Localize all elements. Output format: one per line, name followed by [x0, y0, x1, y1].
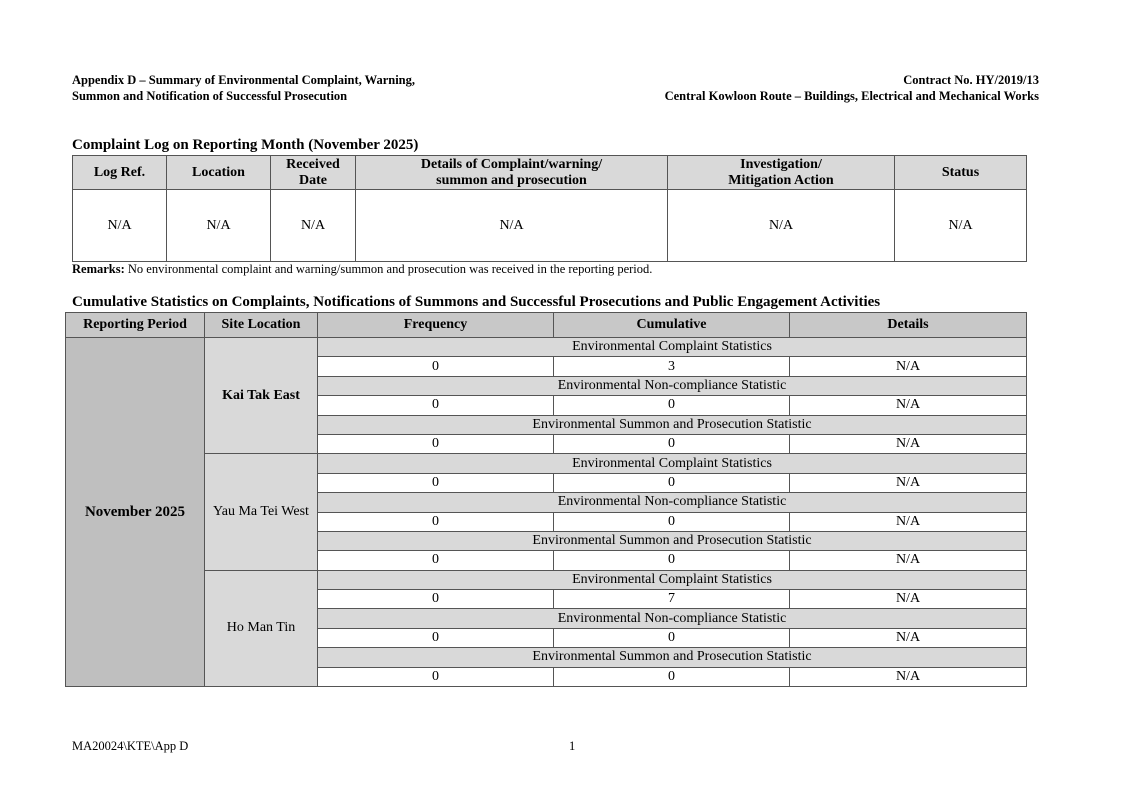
frequency-cell: 0	[317, 589, 554, 610]
cumulative-cell: 7	[553, 589, 790, 610]
cumulative-title: Cumulative Statistics on Complaints, Not…	[72, 294, 881, 310]
group-label-row: Environmental Summon and Prosecution Sta…	[66, 530, 1027, 552]
column-header: Log Ref.	[72, 155, 167, 190]
table-row: 0 0 N/A	[66, 511, 1027, 532]
group-label-row: Environmental Non-compliance Statistic	[66, 608, 1027, 629]
group-label-row: Environmental Summon and Prosecution Sta…	[66, 647, 1027, 668]
column-header: Details of Complaint/warning/summon and …	[355, 155, 668, 190]
column-header: Reporting Period	[65, 312, 205, 338]
statistic-label: Environmental Complaint Statistics	[317, 336, 1027, 358]
cumulative-cell: 0	[553, 627, 790, 649]
column-header-label: Log Ref.	[93, 164, 146, 180]
column-header-label: summon and prosecution	[436, 172, 587, 188]
column-header: Investigation/Mitigation Action	[667, 155, 895, 190]
header-left-line1: Appendix D – Summary of Environmental Co…	[72, 73, 415, 87]
cumulative-cell: 0	[553, 511, 790, 532]
table-cell: N/A	[166, 189, 271, 262]
table-row: 0 0 N/A	[66, 627, 1027, 649]
column-header-label: Investigation/	[740, 156, 822, 172]
cumulative-cell: 0	[553, 433, 790, 455]
column-header: Status	[894, 155, 1027, 190]
details-cell: N/A	[789, 356, 1027, 377]
details-cell: N/A	[789, 589, 1027, 610]
header-left-line2: Summon and Notification of Successful Pr…	[72, 89, 348, 103]
details-cell: N/A	[789, 627, 1027, 649]
table-row: 0 3 N/A	[66, 356, 1027, 377]
column-header: Details	[789, 312, 1027, 338]
site-location-cell: Kai Tak East	[204, 336, 318, 455]
details-cell: N/A	[789, 511, 1027, 532]
complaint-log-title: Complaint Log on Reporting Month (Novemb…	[72, 137, 419, 153]
frequency-cell: 0	[317, 666, 554, 688]
frequency-cell: 0	[317, 511, 554, 532]
table-row: 0 0 N/A	[66, 666, 1027, 688]
column-header: Site Location	[204, 312, 318, 338]
footer-ref: MA20024\KTE\App D	[72, 739, 189, 753]
table-cell: N/A	[667, 189, 895, 262]
statistic-label: Environmental Complaint Statistics	[317, 453, 1027, 474]
frequency-cell: 0	[317, 433, 554, 455]
statistic-label: Environmental Complaint Statistics	[317, 569, 1027, 591]
cumulative-cell: 3	[553, 356, 790, 377]
statistic-label: Environmental Non-compliance Statistic	[317, 608, 1027, 629]
frequency-cell: 0	[317, 356, 554, 377]
column-header-label: Mitigation Action	[728, 172, 834, 188]
column-header-label: Details of Complaint/warning/	[420, 156, 603, 172]
details-cell: N/A	[789, 666, 1027, 688]
statistic-label: Environmental Summon and Prosecution Sta…	[317, 647, 1027, 668]
remarks-text: No environmental complaint and warning/s…	[124, 262, 653, 276]
header-left: Appendix D – Summary of Environmental Co…	[72, 72, 415, 104]
reporting-period-cell: November 2025	[65, 336, 205, 688]
statistic-label: Environmental Non-compliance Statistic	[317, 492, 1027, 513]
cumulative-statistics-table: Reporting Period Site Location Frequency Cu…	[65, 312, 1027, 688]
table-row: 0 7 N/A	[66, 589, 1027, 610]
frequency-cell: 0	[317, 395, 554, 416]
frequency-cell: 0	[317, 627, 554, 649]
remarks-label: Remarks:	[72, 262, 125, 276]
statistic-label: Environmental Summon and Prosecution Sta…	[317, 414, 1027, 435]
column-header-label: Received	[286, 156, 340, 172]
group-label-row: Yau Ma Tei West Environmental Complaint S…	[66, 453, 1027, 571]
details-cell: N/A	[789, 472, 1027, 494]
statistic-label: Environmental Non-compliance Statistic	[317, 375, 1027, 397]
site-location-cell: Yau Ma Tei West	[204, 453, 318, 571]
column-header-label: Location	[192, 164, 245, 180]
group-label-row: November 2025 Kai Tak East Environmental C…	[65, 336, 1027, 688]
cumulative-cell: 0	[553, 550, 790, 571]
column-header: Received Date	[270, 155, 356, 190]
group-label-row: Environmental Summon and Prosecution Sta…	[66, 414, 1027, 435]
table-cell: N/A	[270, 189, 356, 262]
cumulative-cell: 0	[553, 472, 790, 494]
complaint-log-table: Log Ref. Location Received Date Details of C…	[72, 155, 1027, 262]
column-header: Location	[166, 155, 271, 190]
details-cell: N/A	[789, 395, 1027, 416]
column-header: Frequency	[317, 312, 554, 338]
header-right-line1: Contract No. HY/2019/13	[903, 73, 1039, 87]
header-right-line2: Central Kowloon Route – Buildings, Elect…	[664, 89, 1039, 103]
cumulative-cell: 0	[553, 666, 790, 688]
statistic-label: Environmental Summon and Prosecution Sta…	[317, 530, 1027, 552]
table-cell: N/A	[355, 189, 668, 262]
details-cell: N/A	[789, 550, 1027, 571]
remarks: Remarks: No environmental complaint and …	[72, 262, 652, 277]
table-cell: N/A	[894, 189, 1027, 262]
cumulative-cell: 0	[553, 395, 790, 416]
frequency-cell: 0	[317, 550, 554, 571]
frequency-cell: 0	[317, 472, 554, 494]
column-header-label: Date	[299, 172, 327, 188]
details-cell: N/A	[789, 433, 1027, 455]
header-right: Contract No. HY/2019/13 Central Kowloon …	[665, 72, 1039, 104]
column-header: Cumulative	[553, 312, 790, 338]
site-location-cell: Ho Man Tin	[204, 569, 318, 688]
table-row: 0 0 N/A	[66, 550, 1027, 571]
group-label-row: Ho Man Tin Environmental Complaint Statis…	[66, 569, 1027, 688]
page-number: 1	[569, 739, 576, 753]
table-row: 0 0 N/A	[66, 472, 1027, 494]
table-cell: N/A	[72, 189, 167, 262]
table-row: 0 0 N/A	[66, 433, 1027, 455]
column-header-label: Status	[941, 164, 980, 180]
